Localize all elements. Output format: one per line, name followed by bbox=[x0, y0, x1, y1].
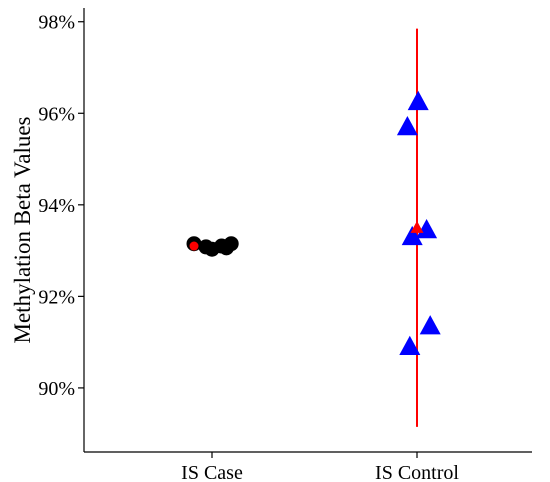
chart-marks bbox=[186, 28, 441, 427]
x-tick-label: IS Control bbox=[375, 462, 459, 482]
y-tick-label: 94% bbox=[38, 195, 75, 217]
y-axis-title: Methylation Beta Values bbox=[10, 116, 35, 343]
mean-marker bbox=[189, 241, 199, 251]
data-point bbox=[401, 225, 423, 246]
data-point bbox=[223, 236, 239, 252]
data-point bbox=[419, 315, 441, 335]
y-tick-label: 98% bbox=[38, 12, 75, 34]
y-tick-label: 92% bbox=[38, 286, 75, 308]
y-axis: 90% 92% 94% 96% 98% bbox=[38, 8, 85, 452]
data-point bbox=[416, 218, 438, 239]
x-tick-label: IS Case bbox=[181, 462, 243, 482]
x-axis: IS Case IS Control bbox=[84, 451, 532, 482]
data-point bbox=[407, 90, 429, 111]
y-tick-label: 96% bbox=[38, 103, 75, 125]
mean-marker bbox=[410, 220, 424, 233]
y-tick-label: 90% bbox=[38, 378, 75, 400]
data-point bbox=[399, 335, 421, 355]
data-point bbox=[396, 115, 418, 136]
